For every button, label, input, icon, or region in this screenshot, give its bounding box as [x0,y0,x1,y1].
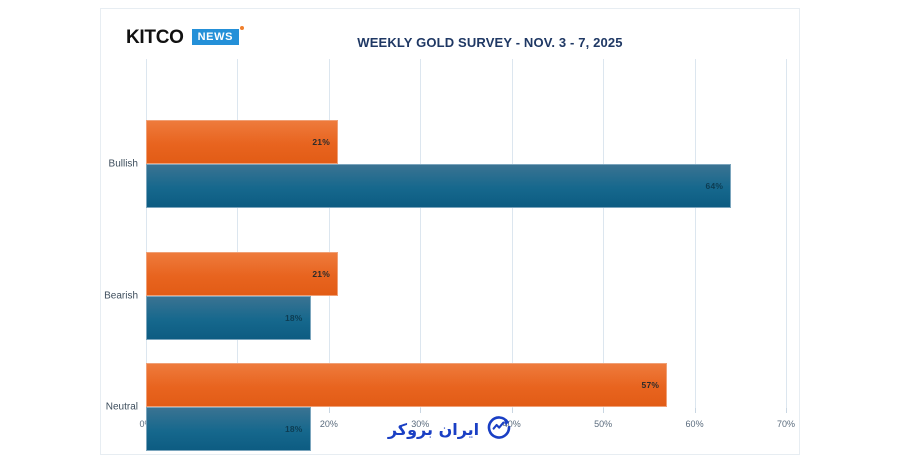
x-axis-tick [420,408,422,413]
watermark: ایران بروکر [101,414,799,445]
bar-bearish-orange-series[interactable]: 21% [146,252,338,296]
gridline [511,59,513,408]
gridline [603,59,605,408]
gridline [328,59,330,408]
bar-bullish-blue-series[interactable]: 64% [146,164,732,208]
category-label-neutral: Neutral [105,401,138,413]
x-axis-tick [786,408,787,413]
bar-value-label: 21% [312,137,330,147]
registered-mark-dot [240,26,245,30]
x-axis-tick-label: 50% [594,419,613,429]
circular-arrow-chart-icon [486,414,512,445]
category-label-bullish: Bullish [108,158,138,170]
category-label-bearish: Bearish [104,290,138,302]
chart-title: WEEKLY GOLD SURVEY - NOV. 3 - 7, 2025 [357,35,623,50]
x-axis-tick-label: 70% [776,419,796,429]
gridline [237,59,239,408]
x-axis-tick [511,408,513,413]
bar-neutral-orange-series[interactable]: 57% [146,363,668,407]
category-group-bearish: Bearish 21% 18% [104,252,786,340]
bar-value-label: 18% [284,313,303,323]
chart-card: KITCO NEWS WEEKLY GOLD SURVEY - NOV. 3 -… [100,8,800,455]
bar-value-label: 64% [705,181,724,191]
gridline [146,59,147,408]
plot-area: 0%10%20%30%40%50%60%70% Bullish21%64%Bea… [104,59,795,451]
category-group-bullish: Bullish 21% 64% [109,120,786,208]
chart-header: KITCO NEWS WEEKLY GOLD SURVEY - NOV. 3 -… [101,9,799,59]
gridline [420,59,422,408]
x-axis-tick-label: 60% [685,419,704,429]
x-axis-tick [328,408,330,413]
x-axis-tick-label: 20% [319,419,338,429]
bar-bearish-blue-series[interactable]: 18% [146,296,311,340]
x-axis-tick-label: 30% [411,419,430,429]
news-badge: NEWS [191,29,240,45]
bar-bullish-orange-series[interactable]: 21% [146,120,338,164]
bar-value-label: 18% [284,424,303,434]
bar-neutral-blue-series[interactable]: 18% [146,407,311,451]
gridline [694,59,696,408]
kitco-wordmark: KITCO [126,26,184,48]
x-axis-tick-label: 40% [502,419,521,429]
category-group-neutral: Neutral 57% 18% [106,363,786,451]
kitco-news-logo: KITCO NEWS [126,26,245,48]
watermark-text: ایران بروکر [387,420,480,439]
bar-value-label: 57% [641,380,660,390]
bar-value-label: 21% [312,269,330,279]
x-axis-tick [694,408,696,413]
gridline [786,59,787,408]
x-axis-tick [603,408,605,413]
